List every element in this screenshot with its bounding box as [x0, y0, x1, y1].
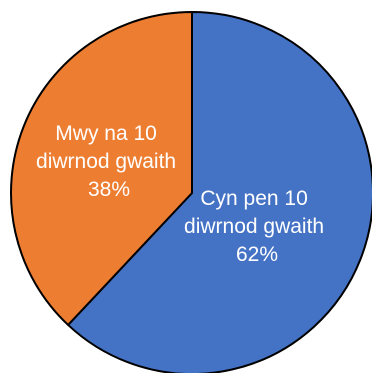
slice-label-1: Cyn pen 10 diwrnod gwaith 62%	[184, 187, 330, 266]
pie-slice-2	[10, 11, 193, 326]
slice-labels: Cyn pen 10 diwrnod gwaith 62% Mwy na 10 …	[36, 122, 330, 266]
pie-slice-1	[67, 11, 372, 373]
slice-label-2: Mwy na 10 diwrnod gwaith 38%	[36, 122, 182, 201]
pie-slices	[10, 11, 372, 373]
